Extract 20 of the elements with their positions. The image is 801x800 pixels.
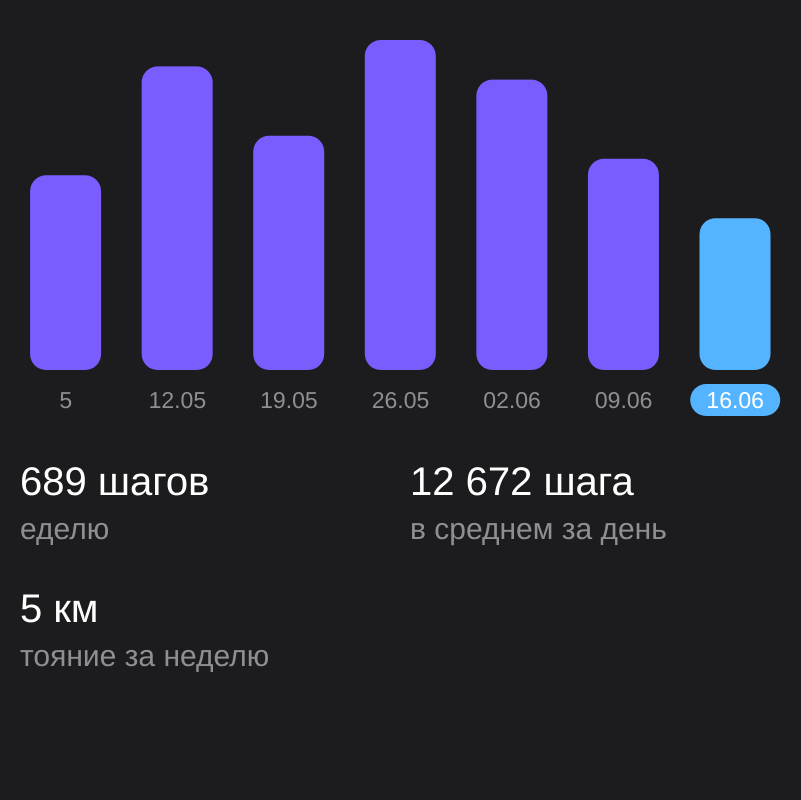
x-tick-label: 02.06 [483, 387, 541, 413]
x-tick-label: 09.06 [594, 387, 652, 413]
text: 12 672 шага [410, 460, 635, 505]
bar [253, 136, 324, 370]
text: 689 шагов [20, 460, 210, 505]
text: тояние за неделю [20, 640, 270, 674]
bar [142, 66, 213, 370]
bar [700, 218, 771, 370]
bar [588, 158, 659, 370]
x-tick-label: 19.05 [260, 387, 318, 413]
bar [30, 175, 102, 370]
x-tick-label: 12.05 [148, 387, 206, 413]
text: еделю [20, 513, 110, 547]
bar [476, 80, 548, 370]
text: 5 км [20, 587, 100, 632]
text: в среднем за день [410, 513, 668, 547]
x-tick-label: 26.05 [372, 387, 430, 413]
x-tick-label: 5 [59, 387, 72, 413]
bar [364, 40, 436, 370]
x-tick-label: 16.06 [706, 387, 764, 413]
